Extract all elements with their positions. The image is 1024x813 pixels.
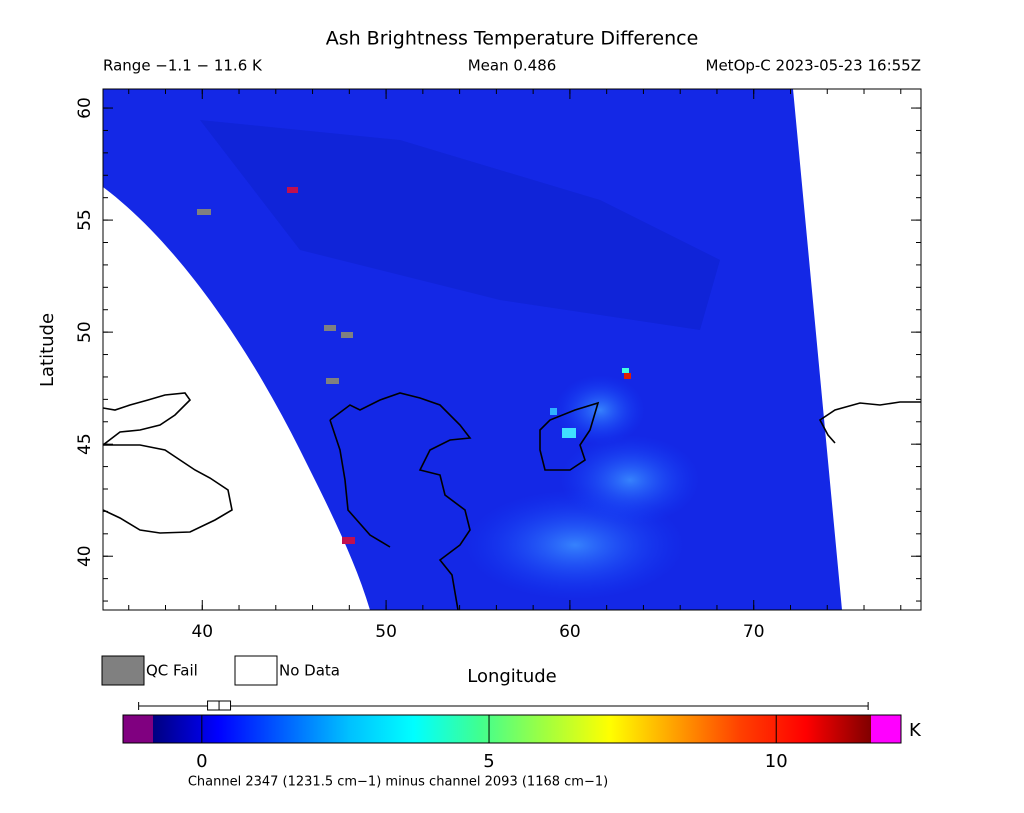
map xyxy=(103,89,921,610)
y-tick-label: 55 xyxy=(75,209,95,231)
legend-label: QC Fail xyxy=(146,662,198,680)
legend-label: No Data xyxy=(279,662,340,680)
x-tick-label: 50 xyxy=(375,622,397,642)
y-tick-label: 40 xyxy=(75,545,95,567)
x-tick-label: 40 xyxy=(191,622,213,642)
hot-pixel xyxy=(342,537,355,544)
range-text: Range −1.1 − 11.6 K xyxy=(103,57,263,75)
colorbar-tick-label: 10 xyxy=(765,751,788,772)
mean-text: Mean 0.486 xyxy=(468,57,557,75)
y-tick-label: 45 xyxy=(75,433,95,455)
x-axis-label: Longitude xyxy=(467,666,557,687)
warm-area xyxy=(555,375,645,445)
qc-fail-pixel xyxy=(326,378,339,384)
hot-pixel xyxy=(562,428,576,438)
hot-pixel xyxy=(550,408,557,415)
footnote: Channel 2347 (1231.5 cm−1) minus channel… xyxy=(188,775,608,790)
x-tick-label: 60 xyxy=(559,622,581,642)
qc-fail-pixel xyxy=(324,325,336,331)
swath-texture xyxy=(200,120,720,330)
hot-pixel xyxy=(622,368,629,373)
coastline xyxy=(818,401,921,444)
hot-pixel xyxy=(287,187,298,193)
x-tick-label: 70 xyxy=(743,622,765,642)
colorbar-unit: K xyxy=(909,720,922,741)
colorbar-under xyxy=(123,715,153,743)
source-text: MetOp-C 2023-05-23 16:55Z xyxy=(706,57,921,75)
title: Ash Brightness Temperature Difference xyxy=(326,28,699,50)
coastline xyxy=(329,419,391,548)
qc-fail-pixel xyxy=(197,209,211,215)
legend-swatch xyxy=(234,655,278,686)
coastline xyxy=(539,401,600,471)
colorbar-tick-label: 5 xyxy=(483,751,494,772)
coastline xyxy=(103,444,233,534)
qc-fail-pixel xyxy=(341,332,353,338)
y-tick-label: 50 xyxy=(75,321,95,343)
coastline xyxy=(329,392,472,610)
colorbar-over xyxy=(871,715,901,743)
plot-frame xyxy=(102,88,922,611)
colorbar-tick-label: 0 xyxy=(196,751,207,772)
warm-area xyxy=(560,435,700,525)
y-axis-label: Latitude xyxy=(37,313,58,387)
colorbar xyxy=(153,715,871,743)
hot-pixel xyxy=(624,373,631,379)
y-tick-label: 60 xyxy=(75,97,95,119)
colorbar-frame xyxy=(122,714,902,744)
coastline xyxy=(103,392,192,446)
legend-swatch xyxy=(101,655,145,686)
